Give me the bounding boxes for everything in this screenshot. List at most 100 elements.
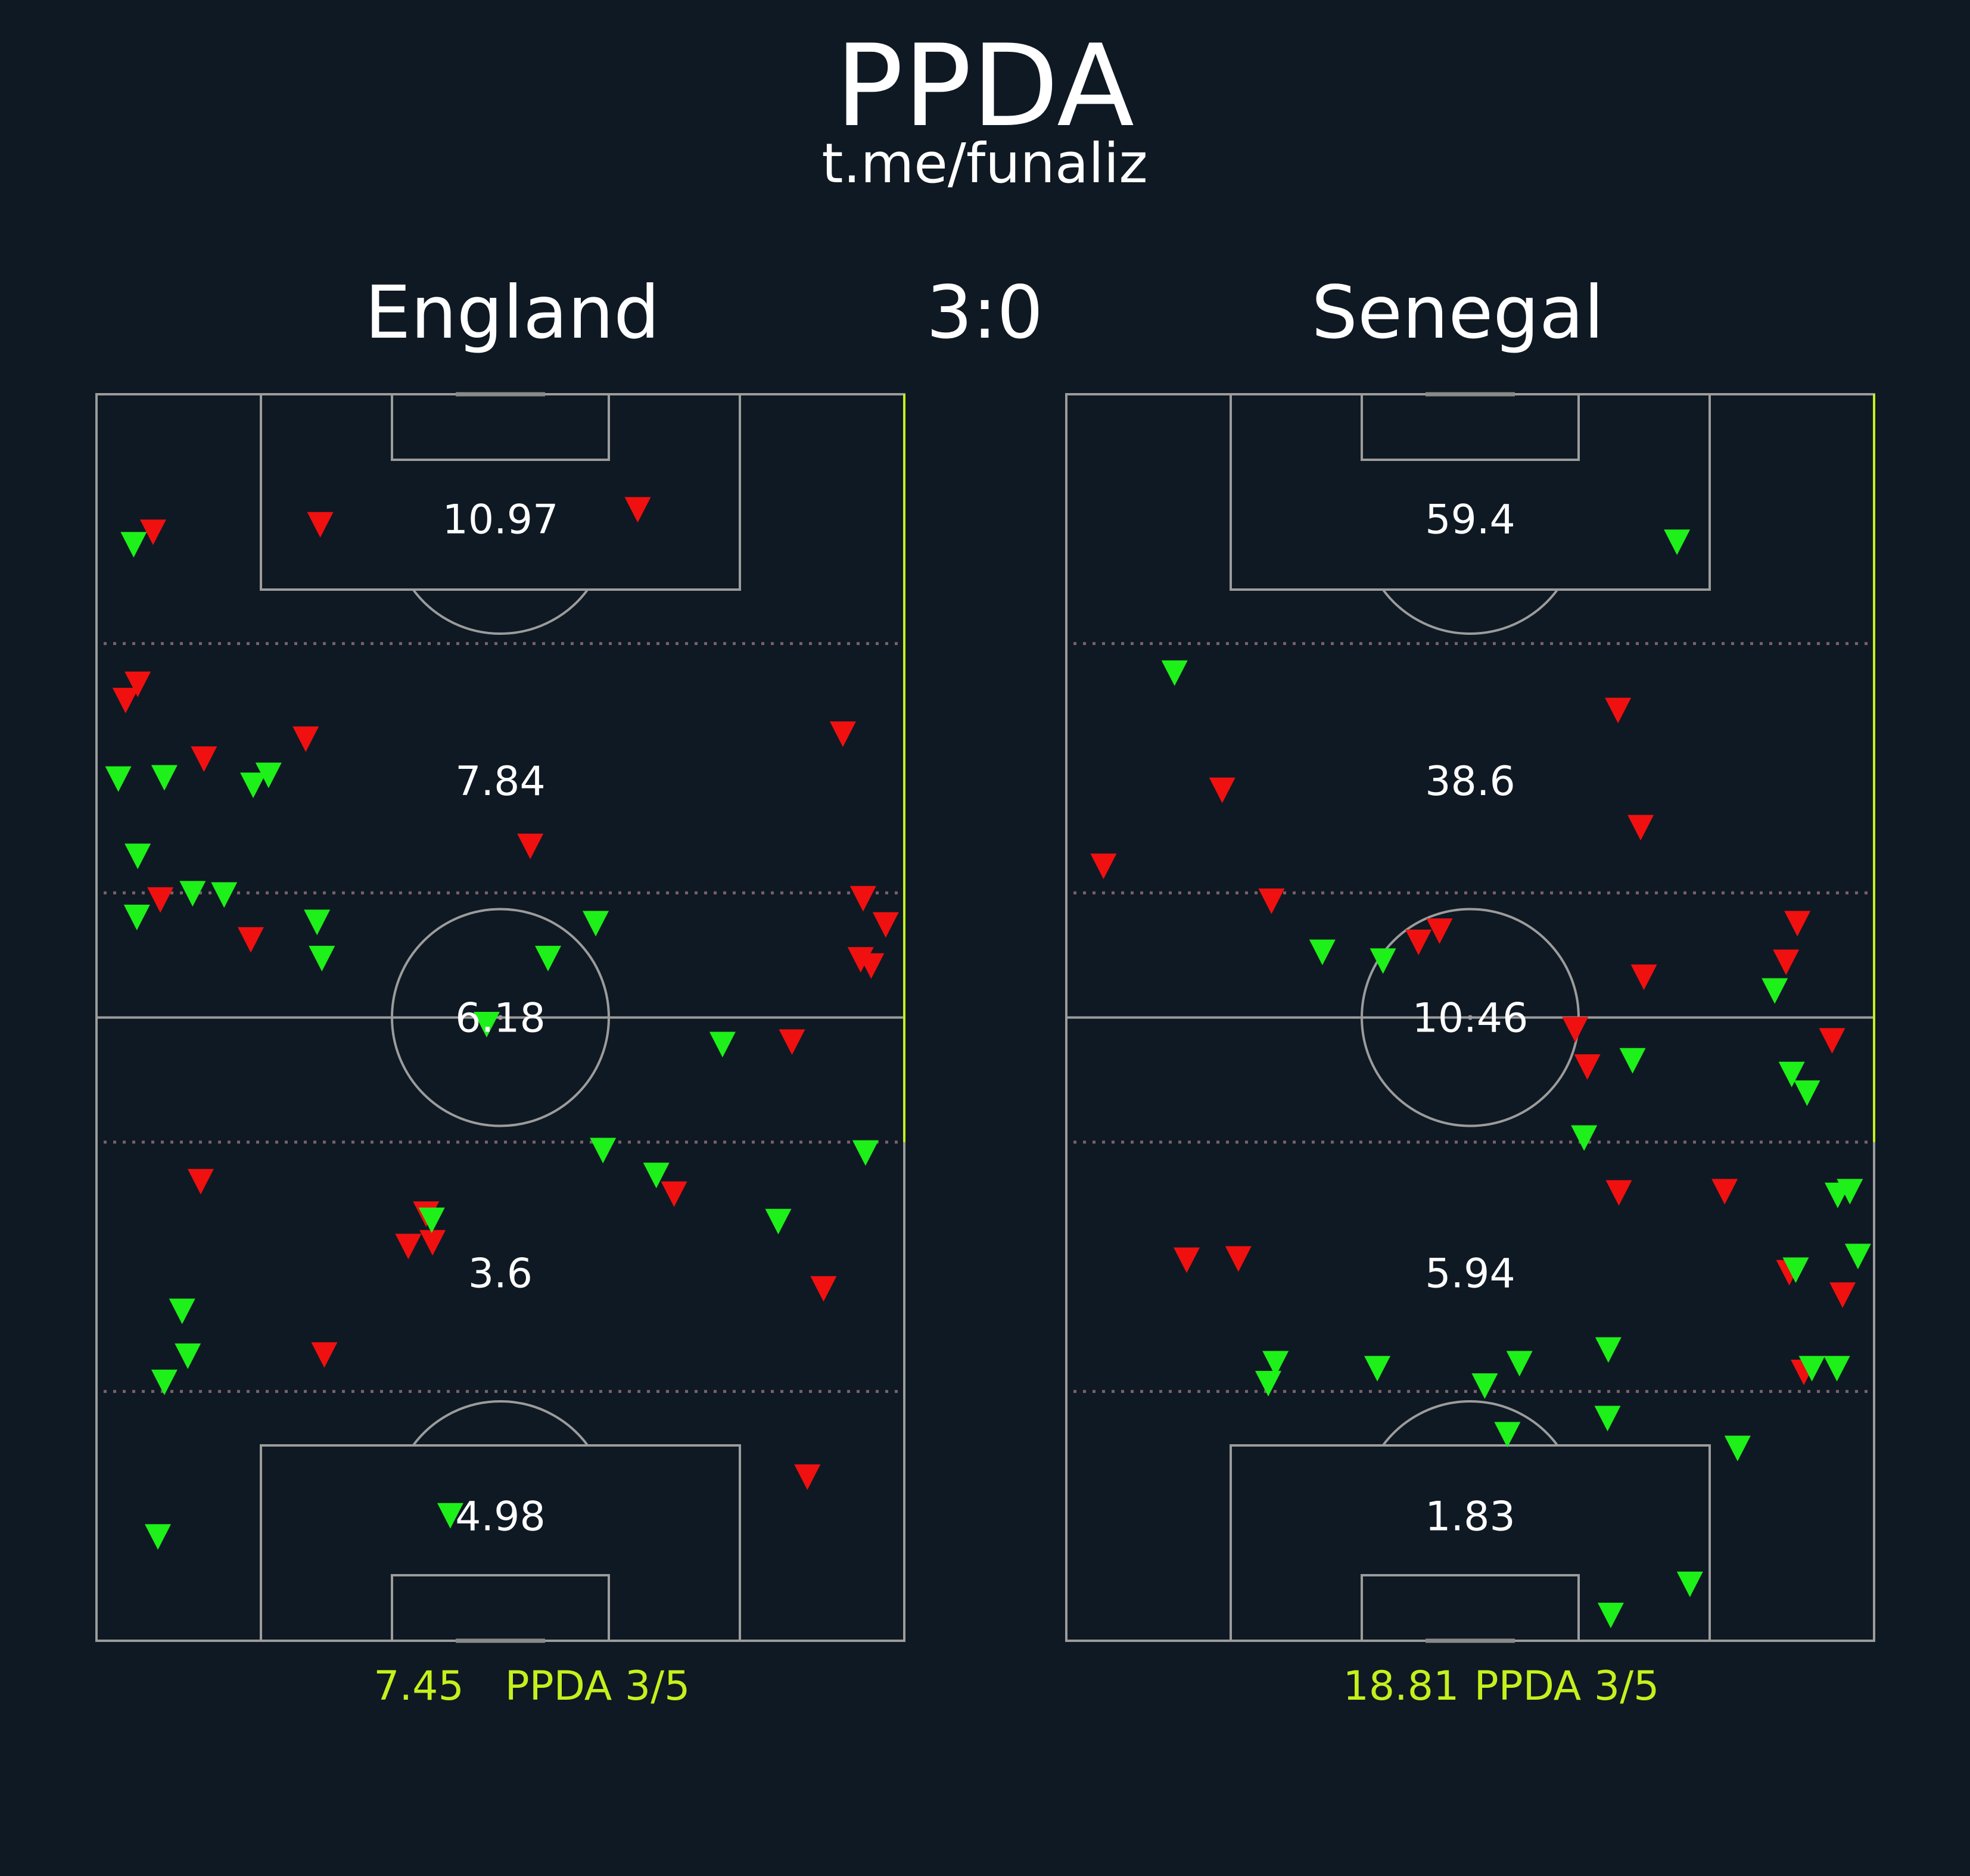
successful-pressure-marker: [1794, 1080, 1820, 1107]
failed-pressure-marker: [517, 833, 544, 859]
successful-pressure-marker: [1837, 1179, 1863, 1205]
successful-pressure-marker: [1370, 948, 1396, 974]
failed-pressure-marker: [1630, 964, 1657, 990]
penalty-area-bottom: [260, 1444, 741, 1642]
failed-pressure-marker: [112, 687, 139, 713]
successful-pressure-marker: [590, 1138, 617, 1164]
centre-spot: [1468, 1015, 1473, 1020]
successful-pressure-marker: [1798, 1355, 1825, 1382]
zone-ppda-value: 38.6: [1425, 758, 1515, 805]
successful-pressure-marker: [211, 882, 238, 908]
successful-pressure-marker: [1364, 1355, 1391, 1382]
successful-pressure-marker: [1664, 529, 1691, 555]
successful-pressure-marker: [1762, 978, 1788, 1004]
zone-ppda-value: 5.94: [1425, 1251, 1515, 1298]
failed-pressure-marker: [191, 746, 217, 772]
successful-pressure-marker: [175, 1343, 201, 1369]
team-ppda-label: PPDA 3/5: [505, 1663, 690, 1710]
successful-pressure-marker: [240, 772, 267, 799]
failed-pressure-marker: [1209, 777, 1235, 803]
failed-pressure-marker: [395, 1233, 422, 1260]
failed-pressure-marker: [311, 1342, 338, 1368]
failed-pressure-marker: [147, 887, 174, 913]
failed-pressure-marker: [810, 1276, 837, 1302]
successful-pressure-marker: [535, 946, 562, 972]
failed-pressure-marker: [125, 671, 151, 697]
failed-pressure-marker: [1426, 918, 1453, 944]
failed-pressure-marker: [187, 1168, 214, 1195]
failed-pressure-marker: [419, 1230, 446, 1256]
successful-pressure-marker: [1255, 1370, 1281, 1397]
successful-pressure-marker: [120, 532, 147, 558]
centre-circle: [391, 908, 610, 1127]
failed-pressure-marker: [1225, 1246, 1252, 1272]
failed-pressure-marker: [1784, 911, 1811, 937]
successful-pressure-marker: [709, 1032, 736, 1058]
failed-pressure-marker: [661, 1181, 687, 1207]
successful-pressure-marker: [255, 762, 282, 789]
failed-pressure-marker: [1627, 815, 1654, 841]
successful-pressure-marker: [145, 1524, 172, 1550]
successful-pressure-marker: [309, 946, 335, 972]
zone-ppda-value: 10.46: [1412, 995, 1529, 1042]
successful-pressure-marker: [304, 909, 331, 936]
failed-pressure-marker: [849, 886, 876, 912]
successful-pressure-marker: [1782, 1257, 1809, 1283]
failed-pressure-marker: [1405, 929, 1432, 955]
failed-pressure-marker: [292, 726, 319, 752]
successful-pressure-marker: [1309, 939, 1336, 965]
failed-pressure-marker: [1574, 1054, 1601, 1080]
successful-pressure-marker: [1161, 660, 1188, 686]
zone-ppda-value: 7.84: [455, 758, 545, 805]
chart-subtitle: t.me/funaliz: [821, 132, 1147, 195]
failed-pressure-marker: [1773, 949, 1800, 976]
failed-pressure-marker: [307, 512, 334, 538]
successful-pressure-marker: [418, 1207, 445, 1233]
penalty-arc-top: [1381, 588, 1559, 635]
successful-pressure-marker: [1506, 1351, 1533, 1377]
successful-pressure-marker: [1823, 1355, 1850, 1382]
penalty-arc-bottom: [412, 1400, 589, 1447]
failed-pressure-marker: [624, 497, 651, 523]
failed-pressure-marker: [237, 927, 264, 953]
successful-pressure-marker: [437, 1503, 463, 1529]
goal-area-bottom: [1361, 1574, 1580, 1642]
goal-area-bottom: [391, 1574, 610, 1642]
zone-ppda-value: 4.98: [455, 1494, 545, 1541]
failed-pressure-marker: [1174, 1247, 1200, 1273]
goal-area-top: [1361, 393, 1580, 461]
pitches-layer: 10.97 7.84 6.18 3.6 4.98 7.45 PPDA 3/5 59.4 38.6…: [95, 392, 1875, 1710]
goal-area-top: [391, 393, 610, 461]
zone-ppda-value: 1.83: [1425, 1494, 1515, 1541]
successful-pressure-marker: [852, 1140, 879, 1166]
penalty-area-top: [260, 393, 741, 591]
failed-pressure-marker: [139, 519, 166, 546]
successful-pressure-marker: [1595, 1337, 1622, 1363]
penalty-arc-top: [412, 588, 589, 635]
successful-pressure-marker: [1619, 1048, 1646, 1074]
successful-pressure-marker: [1494, 1422, 1521, 1448]
successful-pressure-marker: [169, 1298, 195, 1325]
failed-pressure-marker: [872, 912, 899, 938]
zone-ppda-value: 3.6: [468, 1251, 533, 1298]
successful-pressure-marker: [765, 1208, 792, 1235]
failed-pressure-marker: [1605, 697, 1632, 724]
away-team-name: Senegal: [1312, 270, 1604, 355]
failed-pressure-marker: [829, 721, 856, 747]
successful-pressure-marker: [643, 1163, 670, 1189]
failed-pressure-marker: [858, 953, 885, 979]
successful-pressure-marker: [583, 911, 609, 937]
successful-pressure-marker: [1262, 1351, 1289, 1377]
successful-pressure-marker: [123, 905, 150, 930]
failed-pressure-marker: [1090, 853, 1117, 880]
zone-ppda-value: 6.18: [455, 995, 545, 1042]
successful-pressure-marker: [473, 1012, 500, 1037]
team-ppda-value: 7.45: [374, 1663, 463, 1710]
successful-pressure-marker: [1571, 1125, 1598, 1151]
penalty-arc-bottom: [1381, 1400, 1559, 1447]
successful-pressure-marker: [105, 766, 132, 792]
successful-pressure-marker: [1471, 1373, 1498, 1399]
successful-pressure-marker: [1597, 1603, 1624, 1629]
successful-pressure-marker: [151, 1369, 178, 1395]
